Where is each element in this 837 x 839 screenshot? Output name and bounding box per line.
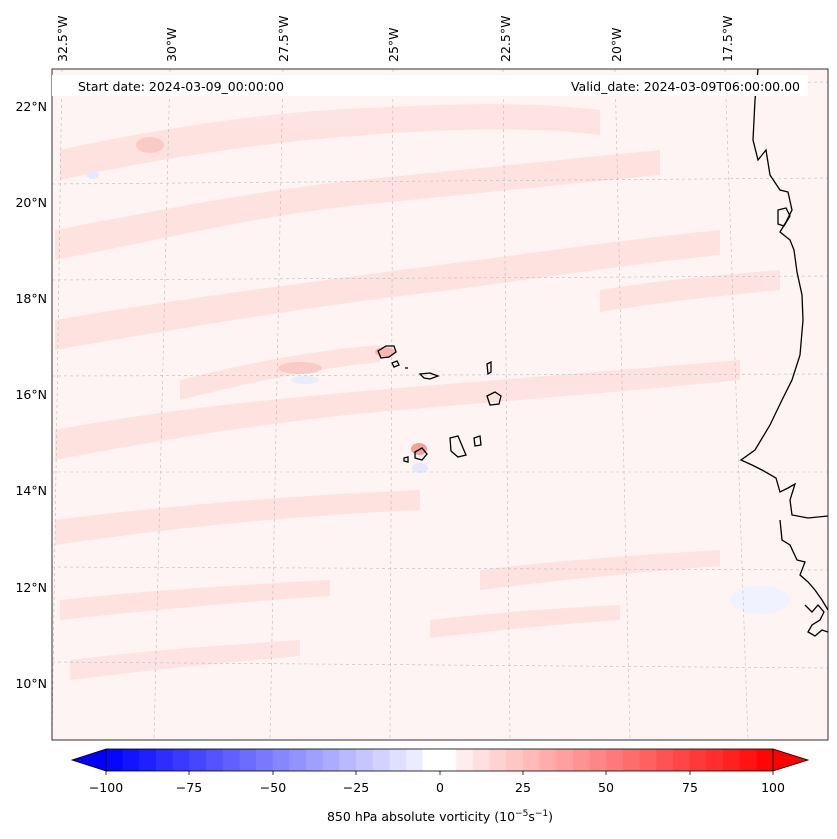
lon-label-32-5w: 32.5°W xyxy=(55,16,70,62)
colorbar-segment xyxy=(472,749,491,771)
colorbar-segment xyxy=(439,749,457,771)
colorbar-unit-exp2: −1 xyxy=(535,809,548,819)
lon-label-22-5w: 22.5°W xyxy=(498,16,513,62)
island-boa-vista xyxy=(486,391,502,406)
colorbar-segment xyxy=(739,749,757,771)
colorbar-unit-close: ) xyxy=(548,809,553,824)
colorbar-segments xyxy=(106,749,774,771)
colorbar-segment xyxy=(272,749,290,771)
island-brava xyxy=(403,456,409,463)
african-coastline xyxy=(739,69,828,637)
island-maio xyxy=(473,435,482,447)
colorbar-max-extend xyxy=(772,748,810,772)
colorbar-segment xyxy=(456,749,474,771)
vorticity-field xyxy=(55,104,780,680)
colorbar-segment xyxy=(222,749,240,771)
map-frame xyxy=(51,68,829,741)
colorbar-segment xyxy=(372,749,390,771)
start-date-label: Start date: 2024-03-09_00:00:00 xyxy=(78,79,284,94)
colorbar-segment xyxy=(106,749,124,771)
colorbar-tick-labels: −100 −75 −50 −25 0 25 50 75 100 xyxy=(89,780,785,795)
colorbar-segment xyxy=(639,749,657,771)
graticule xyxy=(52,69,828,740)
island-sal xyxy=(486,360,492,376)
colorbar-segment xyxy=(306,749,324,771)
tick-label-minus-75: −75 xyxy=(176,780,202,795)
lat-label-12n: 12°N xyxy=(15,580,47,595)
colorbar-segment xyxy=(556,749,574,771)
lon-label-27-5w: 27.5°W xyxy=(276,16,291,62)
colorbar-segment xyxy=(622,749,641,771)
tick-label-0: 0 xyxy=(436,780,444,795)
colorbar-segment xyxy=(506,749,524,771)
colorbar-segment xyxy=(706,749,724,771)
lat-label-18n: 18°N xyxy=(15,291,47,306)
tick-label-minus-50: −50 xyxy=(260,780,286,795)
lon-label-20w: 20°W xyxy=(609,27,624,62)
colorbar-label: 850 hPa absolute vorticity (10−5s−1) xyxy=(327,809,553,824)
colorbar-segment xyxy=(322,749,340,771)
longitude-labels: 32.5°W 30°W 27.5°W 25°W 22.5°W 20°W 17.5… xyxy=(55,16,735,62)
colorbar-segment xyxy=(389,749,407,771)
tick-label-25: 25 xyxy=(515,780,531,795)
colorbar-ticks xyxy=(105,771,774,775)
tick-label-100: 100 xyxy=(761,780,785,795)
colorbar-segment xyxy=(189,749,207,771)
colorbar-segment xyxy=(489,749,507,771)
lat-label-10n: 10°N xyxy=(15,676,47,691)
colorbar-segment xyxy=(356,749,374,771)
lon-label-17-5w: 17.5°W xyxy=(720,16,735,62)
colorbar-segment xyxy=(672,749,691,771)
header-background xyxy=(52,75,808,96)
colorbar-segment xyxy=(689,749,707,771)
colorbar-segment xyxy=(256,749,274,771)
colorbar-segment xyxy=(339,749,357,771)
colorbar-segment xyxy=(572,749,591,771)
colorbar-segment xyxy=(406,749,424,771)
cape-verde-islands xyxy=(377,345,502,463)
tick-label-minus-25: −25 xyxy=(343,780,369,795)
colorbar-label-text: 850 hPa absolute vorticity (10 xyxy=(327,809,515,824)
colorbar-unit-mid: s xyxy=(528,809,535,824)
colorbar-segment xyxy=(606,749,624,771)
colorbar-segment xyxy=(722,749,741,771)
colorbar-min-extend xyxy=(70,748,107,772)
island-santiago xyxy=(449,435,467,458)
tick-label-50: 50 xyxy=(598,780,614,795)
colorbar-segment xyxy=(139,749,157,771)
colorbar-segment xyxy=(122,749,140,771)
lon-label-25w: 25°W xyxy=(386,27,401,62)
lat-label-22n: 22°N xyxy=(15,99,47,114)
colorbar-segment xyxy=(539,749,557,771)
colorbar: −100 −75 −50 −25 0 25 50 75 100 850 hPa … xyxy=(70,748,810,824)
island-sao-vicente xyxy=(391,360,400,368)
colorbar-segment xyxy=(422,749,440,771)
colorbar-unit-exp1: −5 xyxy=(515,809,528,819)
colorbar-segment xyxy=(756,749,774,771)
colorbar-segment xyxy=(156,749,174,771)
valid-date-label: Valid_date: 2024-03-09T06:00:00.00 xyxy=(571,79,800,94)
colorbar-segment xyxy=(589,749,607,771)
island-sao-nicolau xyxy=(418,372,440,380)
lat-label-16n: 16°N xyxy=(15,387,47,402)
island-santo-antao xyxy=(377,345,397,359)
island-fogo xyxy=(414,447,428,461)
colorbar-segment xyxy=(522,749,541,771)
colorbar-outline xyxy=(105,748,774,772)
map-panel xyxy=(52,69,828,740)
tick-label-minus-100: −100 xyxy=(89,780,123,795)
lat-label-14n: 14°N xyxy=(15,483,47,498)
latitude-labels: 22°N 20°N 18°N 16°N 14°N 12°N 10°N xyxy=(15,99,47,691)
lat-label-20n: 20°N xyxy=(15,195,47,210)
colorbar-segment xyxy=(239,749,257,771)
colorbar-segment xyxy=(172,749,190,771)
tick-label-75: 75 xyxy=(682,780,698,795)
colorbar-segment xyxy=(289,749,307,771)
colorbar-segment xyxy=(656,749,674,771)
lon-label-30w: 30°W xyxy=(164,27,179,62)
colorbar-segment xyxy=(206,749,224,771)
